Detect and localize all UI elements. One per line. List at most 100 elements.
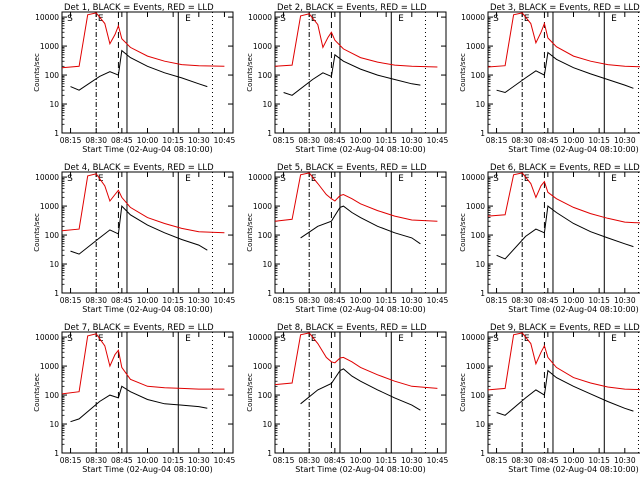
x-tick-label: 10:15: [588, 136, 610, 145]
y-tick-label: 10: [475, 420, 485, 429]
y-axis-label: Counts/sec: [246, 373, 254, 412]
x-tick-label: 08:30: [511, 296, 533, 305]
y-tick-label: 1: [267, 289, 272, 298]
x-tick-label: 10:00: [350, 456, 372, 465]
plot-frame: [274, 171, 447, 294]
y-axis-label: Counts/sec: [33, 373, 41, 412]
series-line-lld: [274, 13, 438, 68]
y-tick-label: 1000: [40, 362, 59, 371]
x-tick-label: 10:30: [614, 456, 636, 465]
panel-det-9: Det 9, BLACK = Events, RED = LLD 1 10 100 10…: [459, 323, 640, 474]
panel-title: Det 2, BLACK = Events, RED = LLD: [277, 3, 427, 13]
x-tick-label: 08:30: [298, 136, 320, 145]
y-tick-label: 1: [480, 289, 485, 298]
series-line-lld: [61, 173, 225, 234]
interval-marker-label: E: [611, 14, 617, 24]
series-line-events: [496, 205, 634, 260]
y-tick-label: 10: [475, 100, 485, 109]
panel-title: Det 3, BLACK = Events, RED = LLD: [490, 3, 640, 13]
series-line-events: [70, 205, 208, 255]
y-tick-label: 1: [480, 129, 485, 138]
y-tick-label: 10000: [248, 173, 272, 182]
interval-marker-label: S: [280, 174, 286, 184]
panel-det-5: Det 5, BLACK = Events, RED = LLD 1 10 100 10…: [246, 163, 448, 314]
x-tick-label: 08:30: [85, 296, 107, 305]
x-axis-label: Start Time (02-Aug-04 08:10:00): [82, 145, 213, 154]
series-line-events: [300, 205, 421, 245]
x-tick-label: 10:30: [401, 136, 423, 145]
y-tick-label: 10: [49, 260, 59, 269]
panel-det-3: Det 3, BLACK = Events, RED = LLD 1 10 100 10…: [459, 3, 640, 154]
interval-marker-label: S: [280, 14, 286, 24]
plot-frame: [61, 11, 234, 134]
x-tick-label: 08:15: [273, 296, 295, 305]
x-axis-label: Start Time (02-Aug-04 08:10:00): [295, 465, 426, 474]
x-tick-label: 08:30: [85, 136, 107, 145]
x-tick-label: 08:45: [324, 136, 346, 145]
x-tick-label: 08:15: [273, 136, 295, 145]
interval-marker-label: E: [185, 334, 191, 344]
panel-title: Det 4, BLACK = Events, RED = LLD: [64, 163, 214, 173]
y-tick-label: 1000: [40, 202, 59, 211]
x-tick-label: 10:00: [563, 456, 585, 465]
y-axis-label: Counts/sec: [33, 213, 41, 252]
x-tick-label: 10:15: [375, 456, 397, 465]
x-tick-label: 10:30: [188, 296, 210, 305]
x-tick-label: 10:45: [214, 456, 236, 465]
series-line-lld: [487, 12, 640, 68]
interval-marker-label: E: [185, 14, 191, 24]
x-tick-label: 10:15: [588, 296, 610, 305]
x-tick-label: 10:00: [350, 136, 372, 145]
x-tick-label: 08:15: [60, 456, 82, 465]
panel-det-7: Det 7, BLACK = Events, RED = LLD 1 10 100 10…: [33, 323, 235, 474]
x-axis-label: Start Time (02-Aug-04 08:10:00): [295, 145, 426, 154]
series-line-lld: [61, 333, 225, 395]
y-tick-label: 10: [262, 420, 272, 429]
y-tick-label: 10: [49, 100, 59, 109]
x-axis-label: Start Time (02-Aug-04 08:10:00): [508, 305, 639, 314]
interval-marker-label: S: [280, 334, 286, 344]
x-tick-label: 10:30: [401, 296, 423, 305]
x-tick-label: 08:45: [111, 456, 133, 465]
series-line-lld: [487, 332, 640, 391]
x-tick-label: 10:15: [162, 456, 184, 465]
x-tick-label: 10:15: [375, 136, 397, 145]
interval-marker-label: E: [398, 14, 404, 24]
x-axis-label: Start Time (02-Aug-04 08:10:00): [508, 465, 639, 474]
x-tick-label: 08:45: [537, 296, 559, 305]
y-tick-label: 100: [471, 71, 486, 80]
series-line-lld: [61, 12, 225, 69]
x-tick-label: 08:15: [60, 136, 82, 145]
y-tick-label: 10: [262, 260, 272, 269]
x-tick-label: 10:45: [214, 136, 236, 145]
y-tick-label: 10000: [248, 333, 272, 342]
y-tick-label: 10: [475, 260, 485, 269]
x-tick-label: 10:00: [137, 296, 159, 305]
plot-frame: [274, 331, 447, 454]
x-tick-label: 08:45: [537, 456, 559, 465]
x-tick-label: 08:30: [85, 456, 107, 465]
x-tick-label: 08:45: [324, 456, 346, 465]
x-axis-label: Start Time (02-Aug-04 08:10:00): [82, 305, 213, 314]
y-tick-label: 1000: [253, 362, 272, 371]
y-tick-label: 1000: [466, 362, 485, 371]
series-line-lld: [274, 172, 438, 222]
y-tick-label: 10000: [35, 173, 59, 182]
panel-title: Det 9, BLACK = Events, RED = LLD: [490, 323, 640, 333]
interval-marker-label: S: [493, 334, 499, 344]
interval-marker-label: E: [98, 334, 104, 344]
y-axis-label: Counts/sec: [246, 53, 254, 92]
y-tick-label: 10000: [248, 13, 272, 22]
interval-marker-label: S: [67, 174, 73, 184]
x-tick-label: 10:00: [563, 136, 585, 145]
x-tick-label: 10:15: [588, 456, 610, 465]
plot-frame: [61, 331, 234, 454]
x-tick-label: 10:30: [401, 456, 423, 465]
series-line-events: [70, 49, 208, 91]
x-tick-label: 10:00: [350, 296, 372, 305]
y-axis-label: Counts/sec: [459, 213, 467, 252]
interval-marker-label: E: [398, 174, 404, 184]
y-tick-label: 1: [267, 449, 272, 458]
x-tick-label: 08:30: [511, 456, 533, 465]
